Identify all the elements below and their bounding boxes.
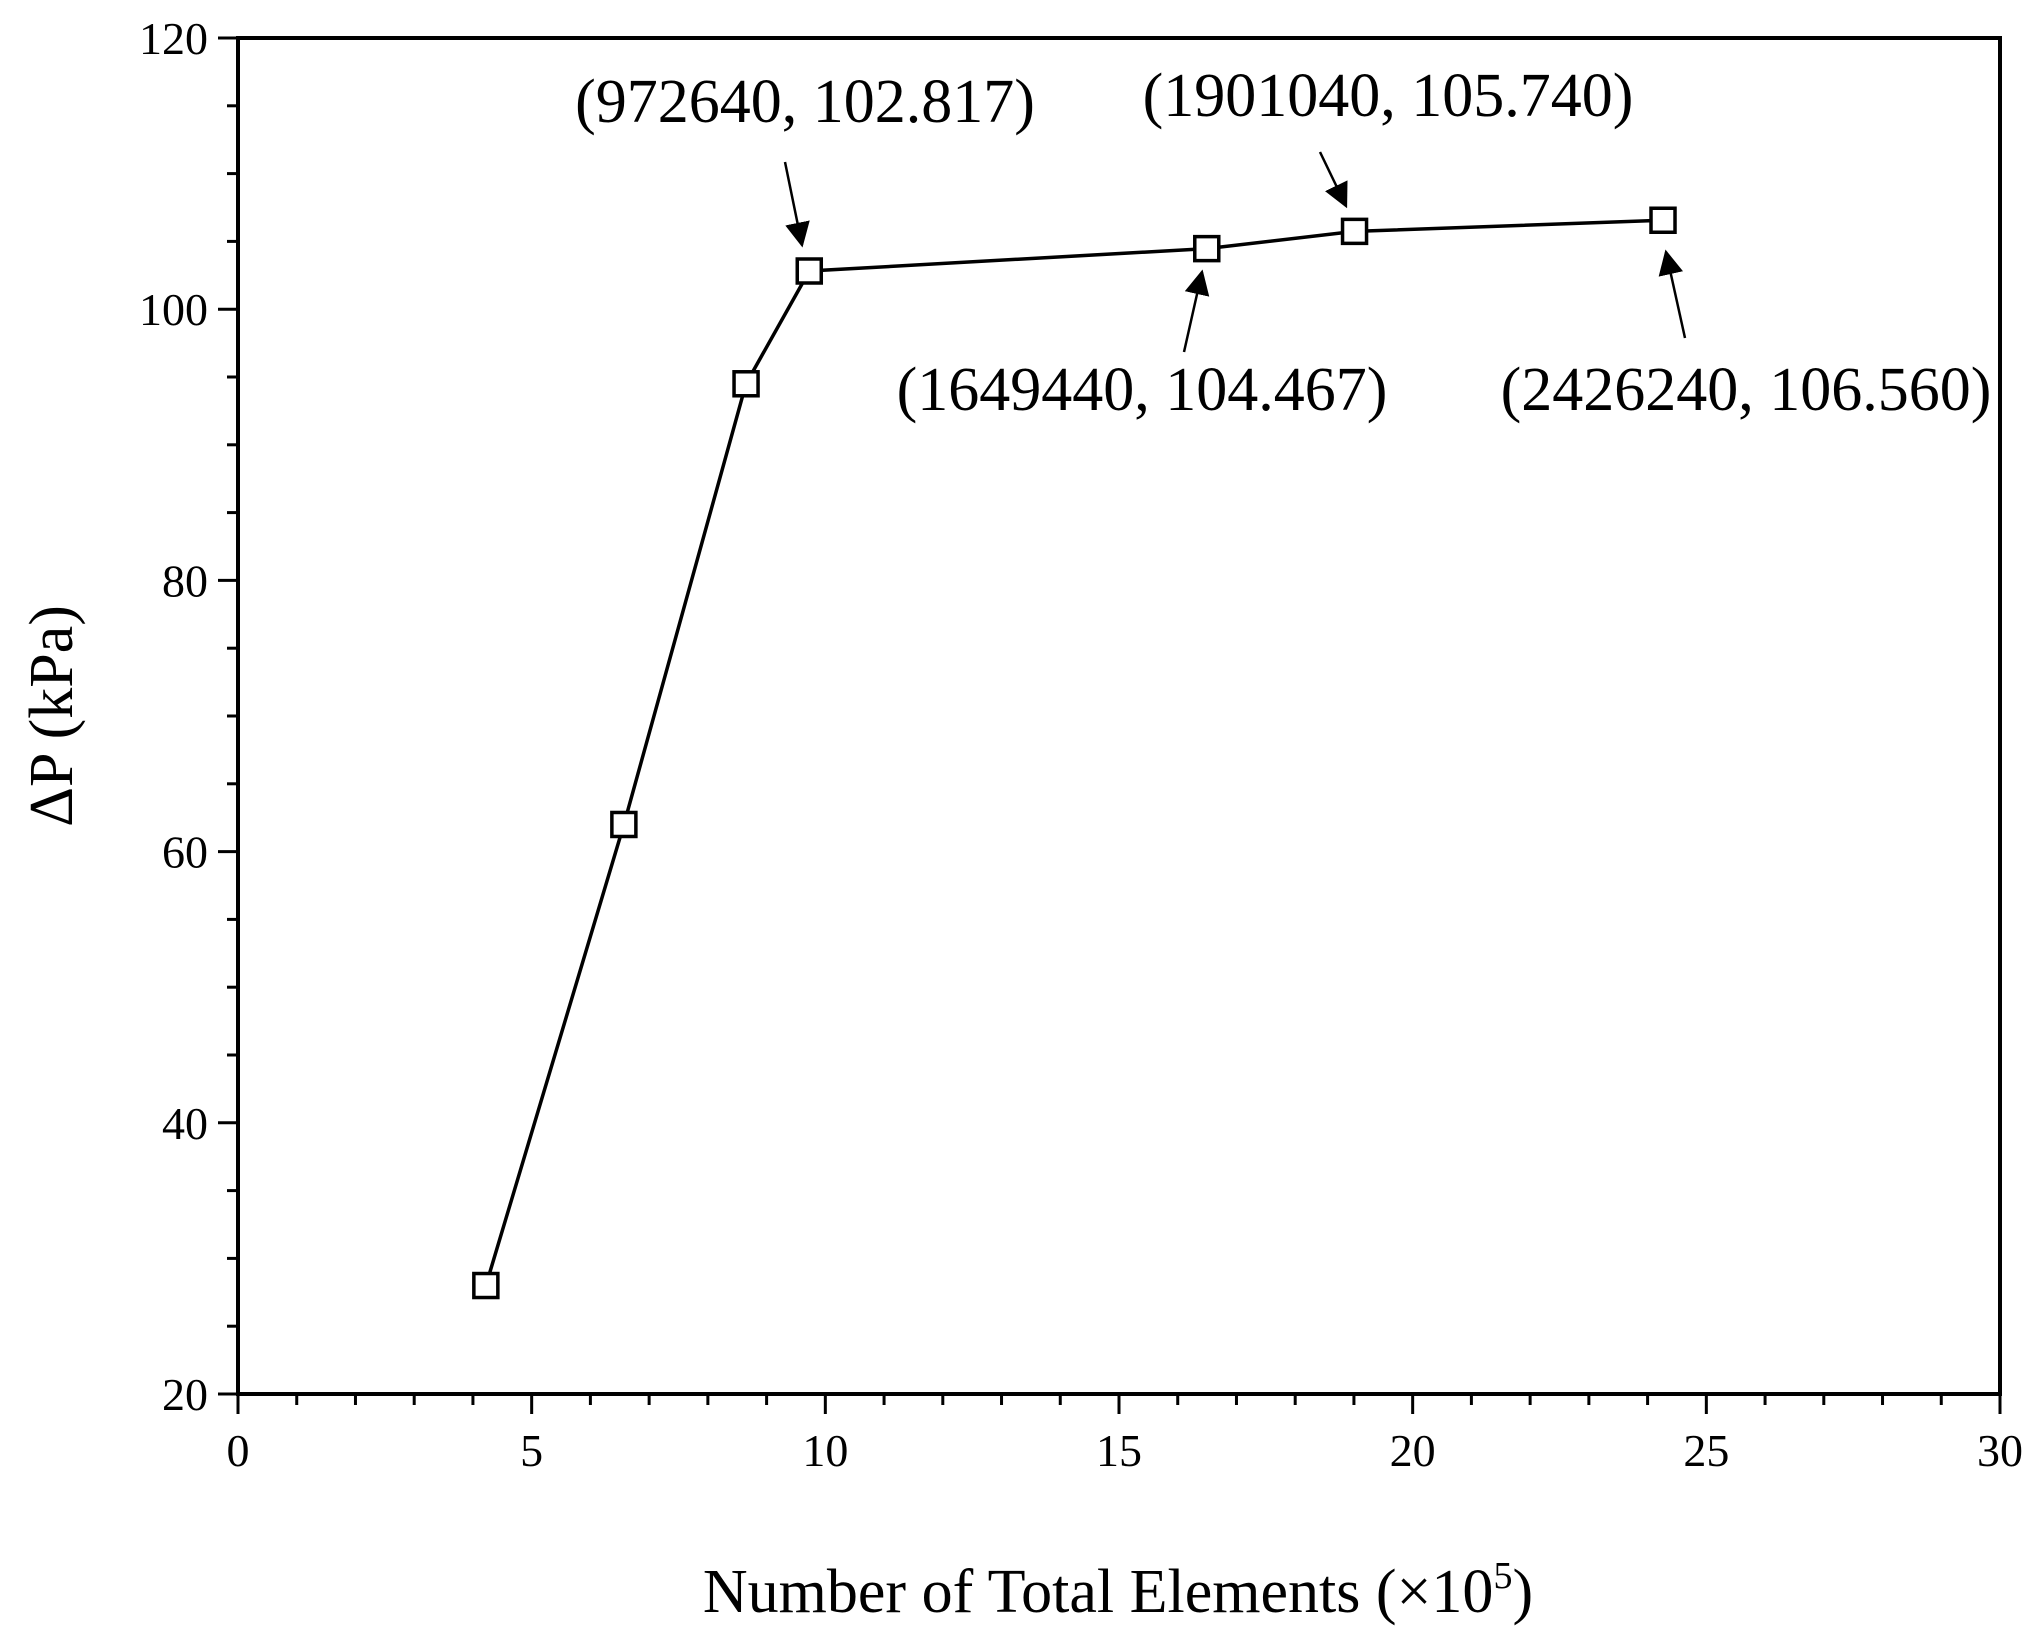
data-point-marker [795, 257, 824, 285]
y-tick-label: 100 [139, 284, 208, 335]
data-point-marker [1193, 234, 1221, 263]
annotations: (972640, 102.817) (1901040, 105.740) (1649… [575, 62, 1991, 424]
annotation-arrow [783, 161, 810, 248]
annotation-label: (1901040, 105.740) [1143, 62, 1634, 130]
annotation-label: (2426240, 106.560) [1501, 356, 1992, 424]
x-axis-label: Number of Total Elements (×105) [703, 1555, 1533, 1626]
annotation-arrow [1658, 249, 1687, 339]
annotation-label: (972640, 102.817) [575, 68, 1035, 136]
x-tick-label: 25 [1683, 1425, 1729, 1476]
x-tick-label: 15 [1096, 1425, 1142, 1476]
data-point-marker [732, 370, 760, 398]
y-tick-label: 120 [139, 13, 208, 64]
data-point-marker [1340, 217, 1369, 246]
data-point-marker [610, 810, 638, 839]
tick-labels: 0 5 10 15 20 25 30 20 40 60 80 100 120 [139, 13, 2023, 1476]
data-point-marker [472, 1271, 500, 1300]
annotation-arrow [1182, 269, 1210, 353]
annotation-arrow [1318, 151, 1348, 209]
ticks [218, 36, 2002, 1414]
y-tick-label: 60 [162, 827, 208, 878]
y-axis-label: ΔP (kPa) [18, 605, 86, 827]
x-tick-label: 20 [1390, 1425, 1436, 1476]
annotation-label: (1649440, 104.467) [897, 356, 1388, 424]
y-tick-label: 40 [162, 1098, 208, 1149]
x-tick-label: 0 [227, 1425, 250, 1476]
y-tick-label: 20 [162, 1369, 208, 1420]
data-point-marker [1649, 206, 1677, 234]
x-tick-label: 30 [1977, 1425, 2023, 1476]
y-tick-label: 80 [162, 555, 208, 606]
data-markers [472, 206, 1677, 1300]
x-tick-label: 10 [802, 1425, 848, 1476]
plot-frame [236, 36, 2002, 1396]
x-tick-label: 5 [520, 1425, 543, 1476]
